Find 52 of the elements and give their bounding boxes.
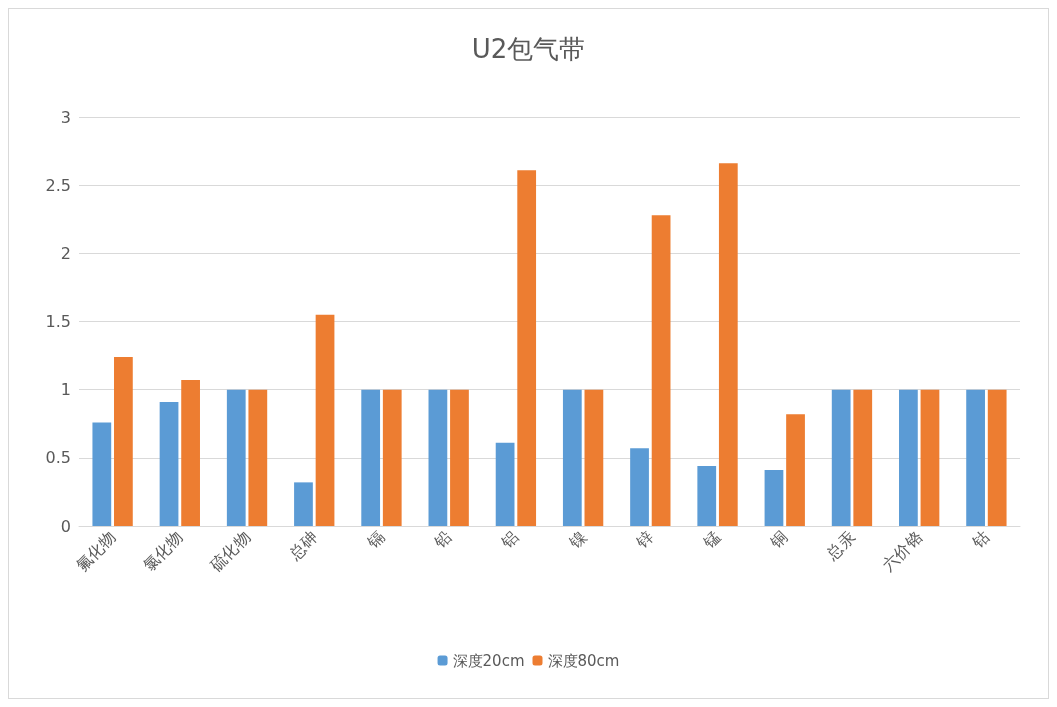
bar [831, 389, 851, 526]
bar [966, 389, 985, 526]
bar [382, 389, 402, 526]
bar [495, 442, 515, 526]
bar [159, 401, 179, 526]
x-tick-label: 氯化物 [139, 527, 187, 575]
x-tick-label: 镉 [362, 527, 389, 553]
x-tick-label: 铝 [497, 527, 523, 553]
bar [987, 389, 1007, 526]
legend-label: 深度20cm [452, 651, 525, 670]
y-tick-label: 3 [60, 107, 71, 127]
bar [517, 170, 537, 526]
bar [450, 389, 469, 526]
x-tick-label: 铅 [429, 527, 456, 553]
bar [428, 389, 448, 526]
bar [248, 389, 268, 526]
bar [181, 380, 200, 526]
bar [899, 389, 918, 526]
bar [651, 215, 671, 526]
bar [853, 389, 873, 526]
bar [764, 470, 784, 526]
x-tick-label: 氟化物 [71, 527, 120, 575]
x-tick-label: 镍 [564, 527, 590, 553]
x-tick-label: 钴 [967, 527, 994, 553]
y-tick-label: 0 [60, 516, 71, 536]
x-tick-label: 总砷 [284, 527, 321, 565]
bar [697, 466, 717, 526]
x-tick-label: 总汞 [821, 527, 859, 565]
bar [718, 163, 738, 526]
bar [361, 389, 381, 526]
legend-label: 深度80cm [547, 651, 620, 670]
chart-title: U2包气带 [471, 34, 586, 64]
bar [920, 389, 940, 526]
y-tick-label: 0.5 [45, 448, 71, 468]
x-tick-label: 锌 [631, 527, 658, 553]
bar [584, 389, 604, 526]
bar [315, 314, 335, 526]
bar [294, 482, 313, 526]
y-tick-label: 2 [60, 243, 71, 263]
bar [630, 448, 649, 526]
y-tick-label: 1.5 [45, 312, 71, 331]
bar [562, 389, 582, 526]
x-tick-label: 硫化物 [206, 527, 254, 575]
y-tick-label: 1 [60, 380, 71, 400]
y-tick-label: 2.5 [45, 175, 71, 195]
bar [226, 389, 246, 526]
bar [92, 422, 112, 526]
x-tick-label: 锰 [698, 527, 725, 553]
bar [114, 356, 133, 526]
x-tick-label: 铜 [766, 527, 792, 553]
bar [786, 414, 805, 526]
x-tick-label: 六价铬 [878, 527, 926, 575]
